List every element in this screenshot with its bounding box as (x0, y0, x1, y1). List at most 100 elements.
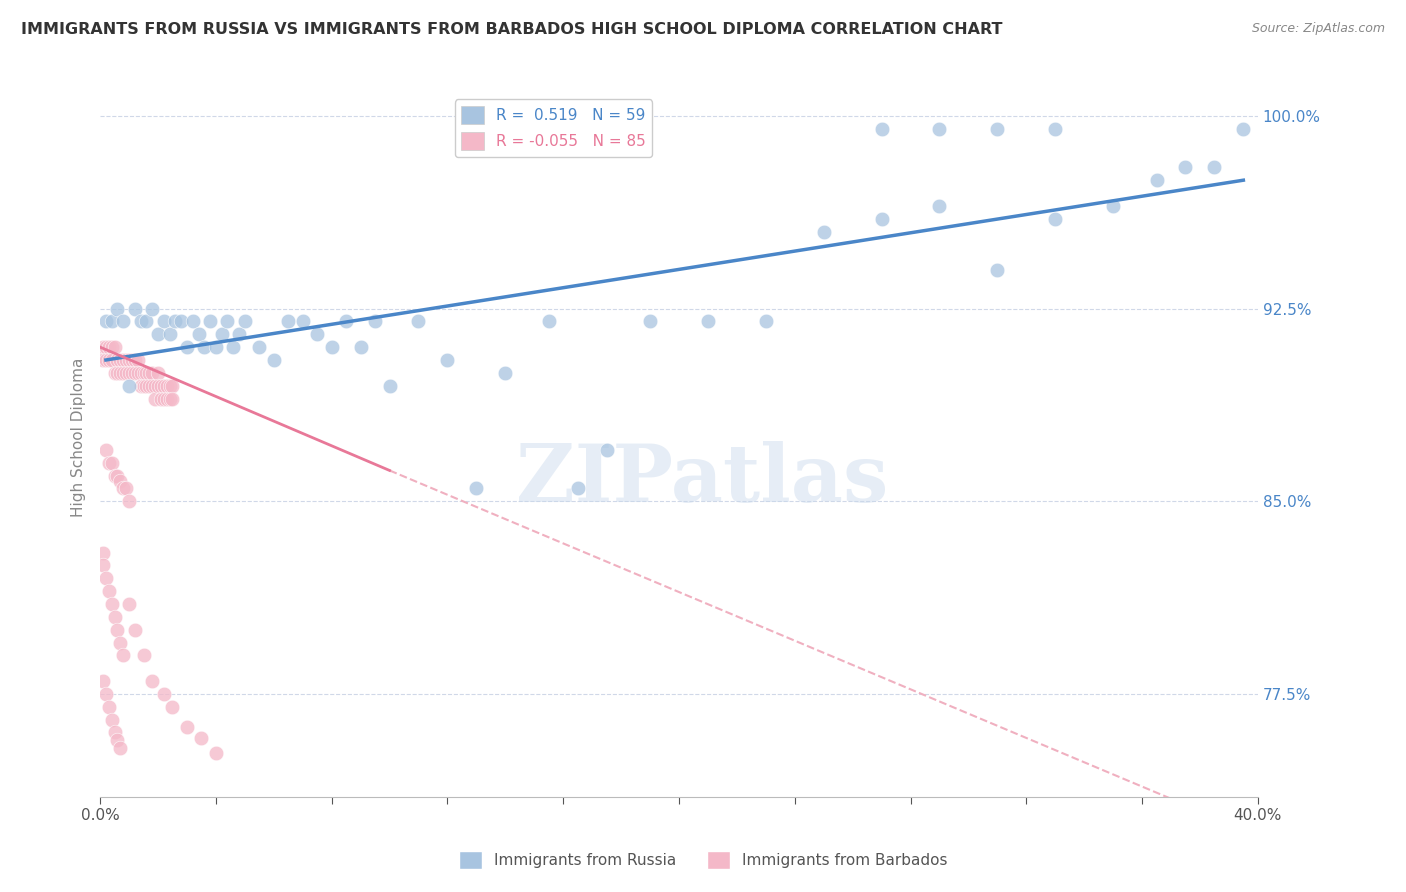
Point (115, 482, 138, 496)
Point (94, 340, 117, 354)
Point (135, 366, 157, 380)
Point (110, 740, 132, 755)
Point (928, 199, 950, 213)
Point (187, 327, 209, 342)
Point (94, 687, 117, 701)
Point (277, 314, 299, 328)
Point (107, 623, 129, 637)
Point (217, 314, 239, 328)
Point (378, 378, 401, 392)
Point (162, 699, 184, 714)
Point (132, 378, 155, 392)
Point (132, 366, 155, 380)
Point (156, 392, 179, 406)
Point (146, 366, 169, 380)
Point (100, 456, 122, 470)
Point (222, 340, 245, 354)
Point (112, 314, 135, 328)
Point (97, 584, 120, 599)
Point (97, 456, 120, 470)
Point (107, 468, 129, 483)
Point (349, 340, 371, 354)
Point (118, 378, 141, 392)
Point (436, 353, 458, 368)
Point (107, 733, 129, 747)
Point (91, 674, 114, 689)
Point (91, 546, 114, 560)
Point (124, 353, 146, 368)
Point (149, 378, 172, 392)
Point (118, 597, 141, 611)
Point (181, 314, 204, 328)
Point (112, 482, 135, 496)
Point (91, 353, 114, 368)
Point (146, 327, 169, 342)
Point (211, 327, 233, 342)
Point (170, 314, 193, 328)
Point (100, 353, 122, 368)
Point (159, 327, 181, 342)
Point (595, 442, 617, 457)
Point (149, 392, 172, 406)
Point (153, 314, 176, 328)
Point (193, 340, 215, 354)
Point (115, 366, 138, 380)
Point (321, 340, 343, 354)
Point (129, 314, 152, 328)
Point (153, 392, 176, 406)
Point (408, 314, 430, 328)
Text: ZIPatlas: ZIPatlas (516, 442, 889, 519)
Point (146, 378, 169, 392)
Point (100, 597, 122, 611)
Point (110, 353, 132, 368)
Point (228, 327, 250, 342)
Point (94, 314, 117, 328)
Point (118, 353, 141, 368)
Point (132, 648, 155, 663)
Point (263, 353, 285, 368)
Point (104, 468, 127, 483)
Point (205, 340, 228, 354)
Point (124, 301, 146, 316)
Point (165, 314, 187, 328)
Point (104, 366, 127, 380)
Point (755, 314, 778, 328)
Point (537, 314, 560, 328)
Point (129, 366, 152, 380)
Point (813, 225, 835, 239)
Point (104, 340, 127, 354)
Y-axis label: High School Diploma: High School Diploma (72, 358, 86, 516)
Point (141, 674, 163, 689)
Point (124, 623, 146, 637)
Point (138, 378, 160, 392)
Point (100, 713, 122, 727)
Point (110, 474, 132, 488)
Point (190, 731, 212, 745)
Point (162, 378, 184, 392)
Point (107, 353, 129, 368)
Point (986, 263, 1008, 277)
Point (141, 301, 163, 316)
Point (97, 353, 120, 368)
Point (104, 610, 127, 624)
Point (143, 392, 166, 406)
Point (100, 314, 122, 328)
Point (198, 314, 221, 328)
Point (135, 378, 157, 392)
Point (107, 301, 129, 316)
Point (107, 366, 129, 380)
Point (1232, 121, 1254, 136)
Point (124, 366, 146, 380)
Point (110, 635, 132, 649)
Point (567, 482, 589, 496)
Point (141, 378, 163, 392)
Point (335, 314, 357, 328)
Point (104, 725, 127, 739)
Point (127, 353, 149, 368)
Legend: R =  0.519   N = 59, R = -0.055   N = 85: R = 0.519 N = 59, R = -0.055 N = 85 (456, 100, 652, 157)
Point (1045, 211, 1067, 226)
Point (138, 366, 160, 380)
Point (233, 314, 256, 328)
Point (205, 746, 228, 760)
Point (112, 366, 135, 380)
